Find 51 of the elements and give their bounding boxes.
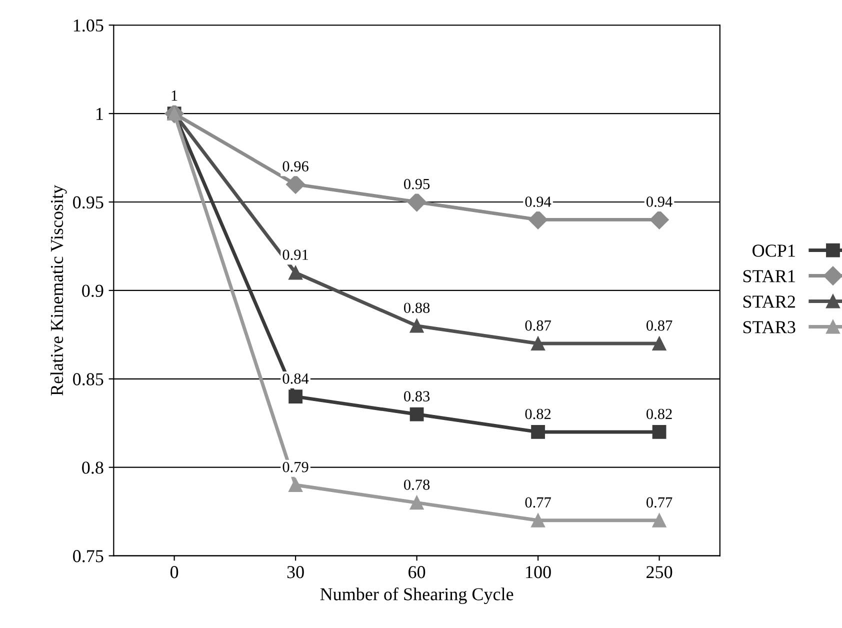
point [652, 513, 666, 528]
data-label: 0.79 [282, 462, 308, 472]
point [531, 425, 545, 439]
data-label: 0.94 [646, 196, 672, 207]
y-tick-label: 0.9 [82, 284, 104, 297]
point [652, 336, 666, 350]
legend-label: STAR3 [743, 321, 796, 334]
point [531, 336, 545, 350]
data-label: 0.84 [282, 373, 309, 384]
y-tick-label: 0.85 [73, 373, 104, 386]
data-label: 0.78 [404, 480, 430, 490]
point [531, 513, 545, 528]
point [407, 192, 426, 212]
y-tick-label: 0.8 [82, 462, 104, 474]
x-tick-label: 100 [526, 566, 551, 578]
point [650, 210, 669, 230]
point [288, 478, 302, 492]
data-label: 0.82 [646, 408, 672, 420]
x-axis-title: Number of Shearing Cycle [320, 587, 514, 604]
point [528, 210, 548, 230]
point [286, 174, 306, 194]
point [288, 266, 302, 280]
y-tick-label: 1 [96, 108, 103, 120]
data-label: 0.77 [525, 497, 551, 508]
data-label: 0.87 [646, 320, 672, 331]
legend-label: STAR1 [743, 270, 795, 282]
point [410, 496, 424, 510]
data-label: 0.94 [525, 196, 552, 207]
y-tick-label: 0.95 [73, 196, 104, 209]
data-label: 1 [172, 90, 178, 101]
data-label: 0.91 [282, 250, 308, 260]
data-label: 0.88 [404, 302, 430, 314]
x-tick-label: 30 [287, 566, 304, 578]
y-tick-label: 0.75 [73, 550, 104, 562]
data-label: 0.95 [404, 178, 430, 190]
x-tick-label: 0 [170, 566, 178, 578]
legend-label: OCP1 [752, 244, 795, 257]
y-axis-title: Relative Kinematic Viscosity [50, 184, 67, 396]
data-label: 0.82 [525, 408, 551, 420]
data-label: 0.87 [525, 320, 551, 331]
y-tick-label: 1.05 [74, 19, 104, 32]
data-label: 0.96 [282, 161, 308, 172]
point [410, 407, 424, 422]
point [410, 318, 424, 333]
x-tick-label: 60 [408, 566, 426, 578]
point [288, 390, 302, 404]
legend-label: STAR2 [743, 296, 795, 308]
x-tick-label: 250 [646, 566, 672, 578]
data-label: 0.77 [646, 497, 672, 508]
data-label: 0.83 [404, 391, 430, 402]
point [652, 425, 666, 439]
